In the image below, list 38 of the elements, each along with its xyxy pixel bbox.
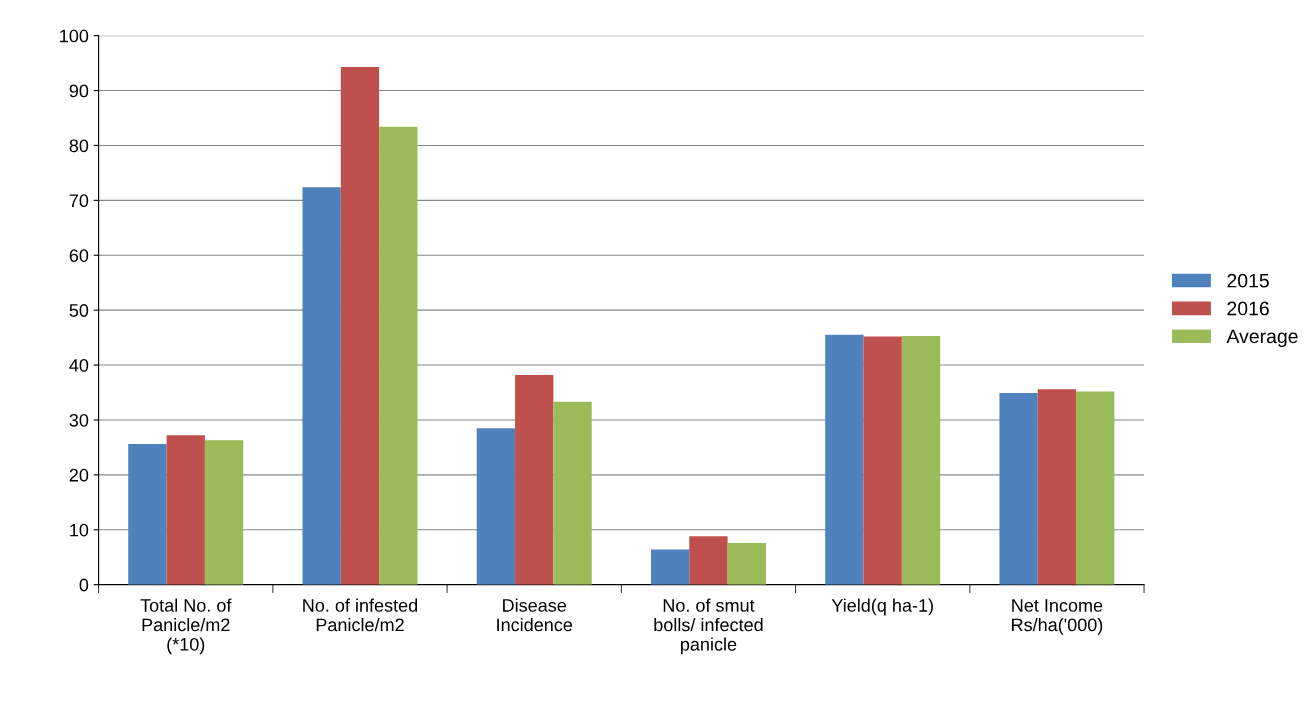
bar [825,334,864,585]
bar [1037,389,1077,585]
x-tick-label: No. of smut bolls/ infected panicle [654,598,763,655]
legend-label: 2015 [1227,273,1269,288]
bar [650,549,690,585]
bar [1076,391,1115,585]
y-tick-label: 60 [69,249,89,262]
x-tick-label: Disease Incidence [497,598,573,632]
bar [689,536,728,585]
bar [901,335,941,585]
legend-label: Average [1226,329,1298,348]
y-tick-label: 100 [60,29,89,43]
bar [553,401,592,585]
x-tick-label: Net Income Rs/ha('000) [1012,599,1103,635]
y-tick-label: 10 [70,523,89,537]
y-tick-label: 30 [69,413,89,427]
bar [302,187,341,585]
y-tick-label: 80 [69,139,89,153]
y-tick-label: 50 [69,304,89,317]
bar [379,126,418,585]
x-tick-label: No. of infested Panicle/m2 [303,598,418,632]
x-tick-label: Total No. of Panicle/m2 (*10) [140,598,232,655]
bar [727,542,766,585]
y-tick-label: 70 [69,194,89,208]
bar [515,374,554,585]
y-tick-label: 0 [79,578,89,592]
bar [204,440,244,585]
y-tick-label: 20 [69,468,89,482]
bar [128,444,167,585]
bar [476,428,516,585]
x-tick-label: Yield(q ha-1) [831,598,933,616]
bar [340,66,380,585]
bar [863,336,902,585]
y-tick-label: 40 [69,358,89,372]
legend-label: 2016 [1227,301,1269,316]
bar [999,393,1038,585]
y-tick-label: 90 [69,84,89,98]
bar [166,435,205,585]
